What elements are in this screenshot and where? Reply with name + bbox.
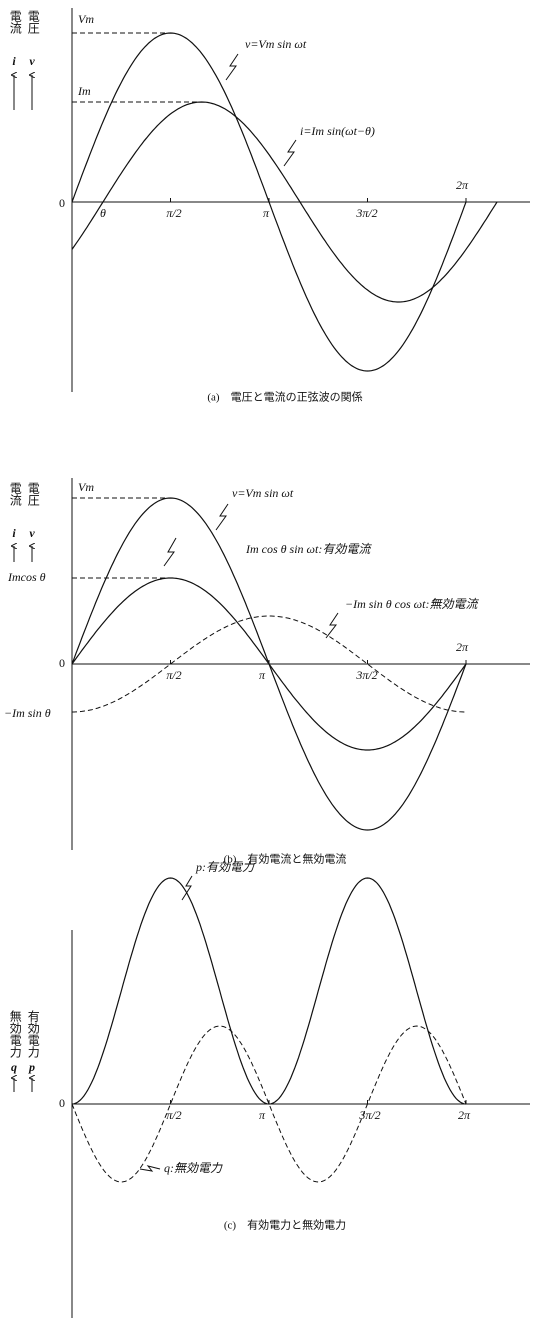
- tick-label: π/2: [166, 1108, 181, 1122]
- tick-label: π/2: [166, 206, 181, 220]
- tick-label: 2π: [458, 1108, 471, 1122]
- y-symbol: q: [11, 1060, 17, 1074]
- y-label: 無効電力: [8, 1009, 22, 1059]
- y-label: 電流: [8, 10, 22, 34]
- annotation: v=Vm sin ωt: [232, 486, 294, 500]
- annotation: Im cos θ sin ωt:有効電流: [245, 542, 372, 556]
- annotation: q:無効電力: [164, 1161, 223, 1175]
- waveform: [71, 1025, 467, 1183]
- annotation: i=Im sin(ωt−θ): [300, 124, 375, 138]
- tick-label: 3π/2: [355, 668, 377, 682]
- y-label: 電流: [8, 482, 22, 506]
- pointer: [325, 612, 339, 639]
- curves: [71, 32, 498, 372]
- curves: [71, 877, 467, 1183]
- tick-label: 3π/2: [355, 206, 377, 220]
- pointer: [283, 139, 297, 167]
- tick-label: π: [263, 206, 270, 220]
- y-symbol: v: [29, 526, 35, 540]
- pointer: [163, 537, 177, 567]
- tick-label: π: [259, 1108, 266, 1122]
- pointer: [215, 503, 229, 531]
- tick-label: π: [259, 668, 266, 682]
- level-label: Vm: [78, 480, 94, 494]
- y-symbol: i: [12, 54, 16, 68]
- annotation: p:有効電力: [195, 860, 255, 874]
- level-label: Vm: [78, 12, 94, 26]
- y-label: 電圧: [26, 482, 40, 507]
- panel-b: 電流 i 電圧 v Vm Imcos θ −Im sin θ 0 π/2 π 3…: [4, 478, 530, 866]
- y-symbol: v: [29, 54, 35, 68]
- caption: (a) 電圧と電流の正弦波の関係: [207, 390, 362, 404]
- waveform: [71, 577, 467, 751]
- caption: (b) 有効電流と無効電流: [224, 852, 347, 866]
- y-label: 有効電力: [26, 1010, 40, 1059]
- panel-a: 電流 i 電圧 v Vm Im 0 θ π/2 π 3π/2 2π v=Vm s…: [8, 8, 530, 404]
- panel-c: 無効電力 q 有効電力 p 0 π/2 π 3π/2 2π p:有効電力 q:無…: [8, 860, 530, 1318]
- y-symbol: i: [12, 526, 16, 540]
- origin-label: 0: [59, 1096, 65, 1110]
- origin-label: 0: [59, 656, 65, 670]
- annotation: −Im sin θ cos ωt:無効電流: [345, 597, 479, 611]
- annotation: v=Vm sin ωt: [245, 37, 307, 51]
- y-label: 電圧: [26, 10, 40, 35]
- waveform: [71, 101, 498, 303]
- waveform: [71, 877, 467, 1105]
- y-symbol: p: [28, 1060, 35, 1074]
- level-label: −Im sin θ: [4, 706, 51, 720]
- curves: [71, 497, 467, 831]
- tick-label: 2π: [456, 178, 469, 192]
- pointer: [225, 53, 239, 81]
- caption: (c) 有効電力と無効電力: [224, 1218, 346, 1232]
- tick-label: θ: [100, 206, 106, 220]
- tick-label: 2π: [456, 640, 469, 654]
- origin-label: 0: [59, 196, 65, 210]
- level-label: Im: [77, 84, 91, 98]
- tick-label: 3π/2: [358, 1108, 380, 1122]
- tick-label: π/2: [166, 668, 181, 682]
- waveform: [71, 32, 467, 372]
- level-label: Imcos θ: [7, 570, 46, 584]
- pointer: [139, 1165, 161, 1172]
